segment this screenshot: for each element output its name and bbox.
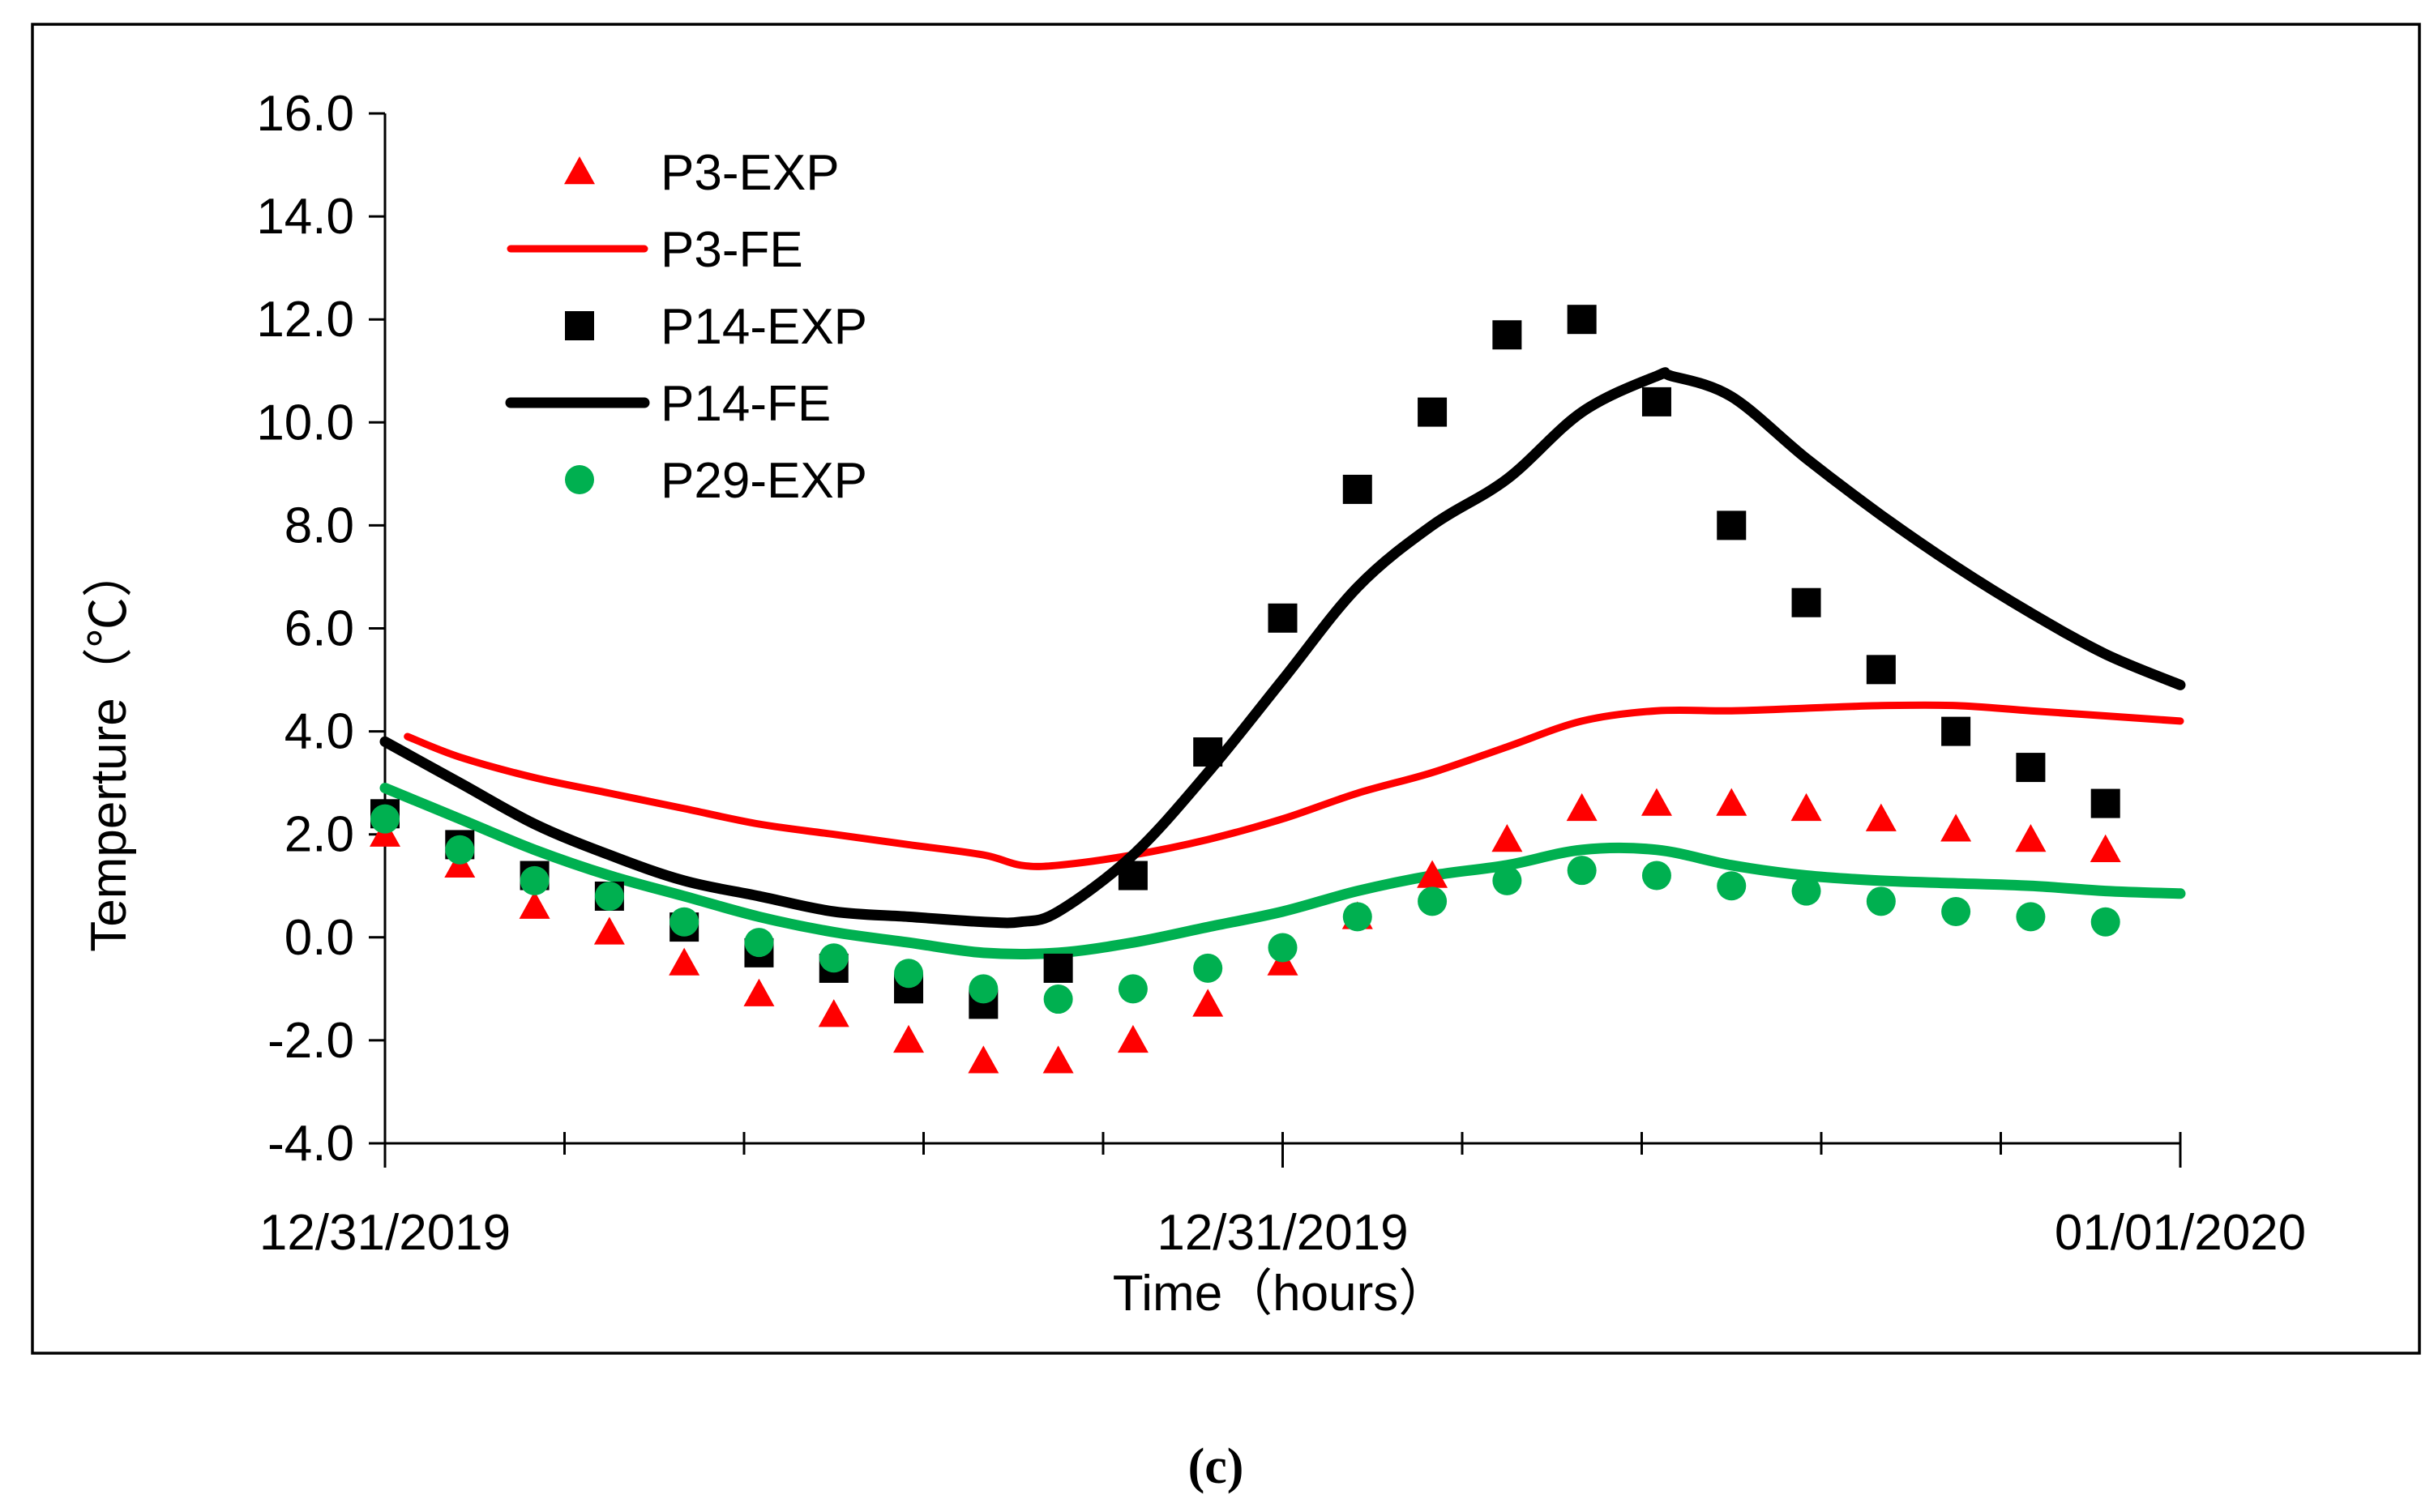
y-tick-label: 0.0: [284, 910, 354, 966]
point-p29-exp: [2016, 902, 2046, 932]
point-p14-exp: [1193, 737, 1223, 767]
fe-lines: [379, 367, 2186, 959]
point-p14-exp: [1791, 587, 1821, 617]
point-p3-exp: [1491, 824, 1523, 852]
point-p29-exp: [1866, 886, 1896, 916]
y-tick-label: -2.0: [267, 1013, 354, 1069]
point-p3-exp: [1042, 1045, 1074, 1074]
point-p3-exp: [743, 978, 775, 1006]
x-tick-label: 12/31/2019: [1157, 1205, 1408, 1261]
legend-marker-p14-exp: [565, 311, 594, 340]
x-axis-title: Time（hours）: [1113, 1266, 1449, 1322]
point-p29-exp: [894, 959, 924, 989]
point-p14-exp: [1866, 655, 1896, 685]
point-p14-exp: [1492, 320, 1522, 350]
point-p29-exp: [1268, 933, 1298, 963]
point-p29-exp: [1567, 856, 1597, 886]
point-p29-exp: [2090, 907, 2120, 937]
chart-frame: [31, 23, 2421, 1355]
point-p29-exp: [1043, 985, 1073, 1014]
point-p29-exp: [1941, 897, 1971, 927]
point-p29-exp: [1641, 861, 1671, 891]
y-tick-label: 6.0: [284, 601, 354, 657]
point-p14-exp: [1043, 953, 1073, 983]
point-p3-exp: [519, 891, 550, 919]
y-tick-label: 2.0: [284, 807, 354, 863]
point-p14-exp: [1268, 603, 1298, 633]
point-p3-exp: [1790, 792, 1822, 822]
y-axis-title: Temperture（℃）: [81, 547, 137, 952]
point-p3-exp: [968, 1045, 999, 1074]
point-p29-exp: [969, 974, 999, 1004]
y-tick-label: -4.0: [267, 1116, 354, 1172]
point-p14-exp: [1342, 474, 1372, 504]
legend-label-p29-exp: P29-EXP: [661, 453, 867, 509]
point-p29-exp: [1492, 865, 1522, 895]
x-tick-label: 12/31/2019: [259, 1205, 511, 1261]
point-p14-exp: [2016, 753, 2046, 783]
y-tick-label: 4.0: [284, 704, 354, 760]
point-p3-exp: [1940, 814, 1972, 842]
point-p29-exp: [744, 928, 774, 958]
y-tick-label: 14.0: [256, 189, 354, 245]
y-tick-label: 10.0: [256, 395, 354, 451]
point-p14-exp: [1418, 397, 1448, 427]
point-p29-exp: [1193, 953, 1223, 983]
point-p3-exp: [1716, 788, 1747, 816]
point-p14-exp: [1641, 387, 1671, 416]
point-p3-exp: [1117, 1024, 1149, 1053]
y-tick-label: 8.0: [284, 498, 354, 553]
point-p14-exp: [1118, 861, 1148, 891]
y-tick-label: 12.0: [256, 292, 354, 348]
point-p3-exp: [1566, 792, 1598, 822]
point-p3-exp: [2090, 834, 2121, 862]
point-p14-exp: [1717, 510, 1747, 540]
point-p3-exp: [669, 947, 700, 976]
point-p3-exp: [2015, 824, 2047, 852]
legend-label-p3-exp: P3-EXP: [661, 145, 840, 201]
figure-caption: (c): [1188, 1439, 1244, 1494]
point-p29-exp: [1118, 974, 1148, 1004]
point-p3-exp: [1865, 803, 1897, 831]
axes: -4.0 -2.0 0.0 2.0 4.0 6.0 8.0 10.0 12.0 14.0 16.0 1…: [256, 86, 2306, 1261]
point-p14-exp: [2090, 788, 2120, 818]
legend-label-p14-fe: P14-FE: [661, 376, 831, 432]
y-tick-label: 16.0: [256, 86, 354, 142]
point-p14-exp: [1567, 305, 1597, 335]
point-p3-exp: [1417, 860, 1448, 888]
point-p29-exp: [445, 835, 475, 865]
point-p3-exp: [593, 916, 625, 945]
point-p3-exp: [1192, 989, 1224, 1017]
point-p3-exp: [1640, 788, 1672, 816]
point-p29-exp: [1418, 886, 1448, 916]
point-p29-exp: [819, 943, 849, 973]
point-p29-exp: [1717, 871, 1747, 901]
point-p29-exp: [1342, 902, 1372, 932]
point-p29-exp: [370, 804, 400, 834]
legend-marker-p29-exp: [565, 465, 594, 494]
point-p3-exp: [818, 999, 849, 1027]
point-p14-exp: [1941, 716, 1971, 746]
x-tick-label: 01/01/2020: [2055, 1205, 2306, 1261]
exp-markers: [370, 305, 2121, 1074]
legend-label-p14-exp: P14-EXP: [661, 299, 867, 355]
point-p29-exp: [669, 907, 699, 937]
point-p3-exp: [893, 1024, 925, 1053]
legend-marker-p3-exp: [564, 156, 595, 185]
point-p29-exp: [520, 865, 550, 895]
point-p29-exp: [1791, 876, 1821, 906]
legend: P3-EXP P3-FE P14-EXP P14-FE P29-EXP: [505, 145, 867, 509]
series-line-p14-fe: [379, 367, 2186, 929]
series-line-p29-fe: [379, 783, 2186, 959]
series-line-p3-fe: [404, 701, 2184, 870]
point-p29-exp: [594, 881, 624, 911]
legend-label-p3-fe: P3-FE: [661, 222, 803, 278]
